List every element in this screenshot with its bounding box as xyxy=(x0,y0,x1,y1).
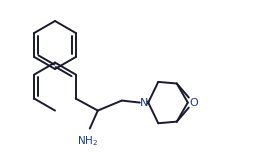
Text: O: O xyxy=(189,98,198,108)
Text: N: N xyxy=(140,98,148,108)
Text: NH$_2$: NH$_2$ xyxy=(77,135,98,148)
